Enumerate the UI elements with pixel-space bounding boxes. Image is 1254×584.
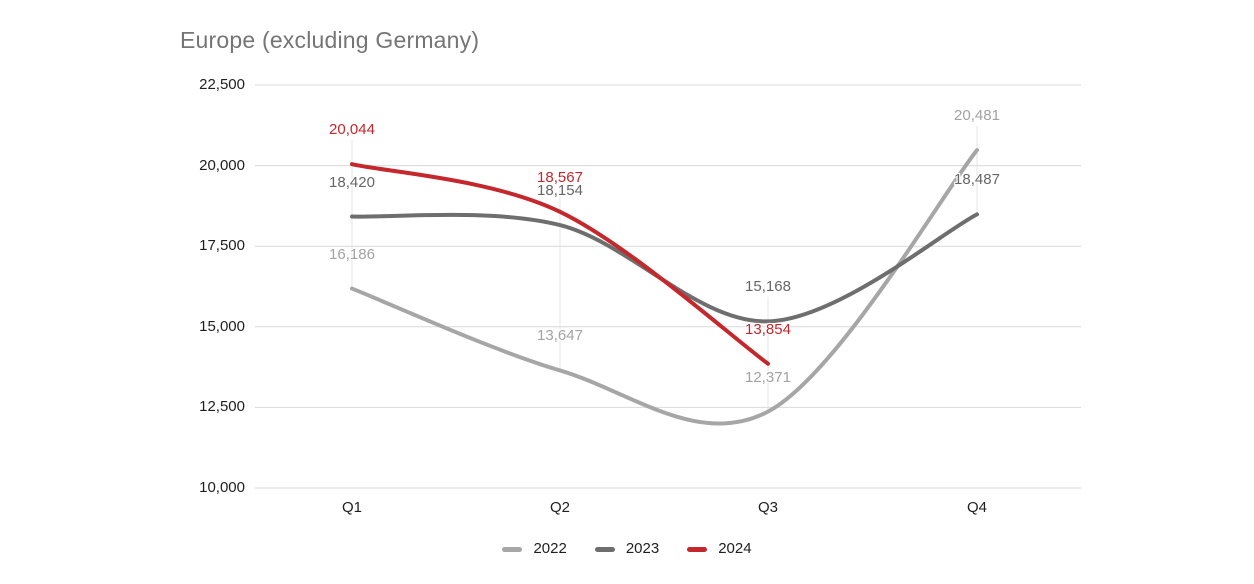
legend: 2022 2023 2024 bbox=[0, 539, 1254, 559]
chart-title: Europe (excluding Germany) bbox=[180, 27, 480, 53]
legend-label: 2022 bbox=[533, 540, 567, 557]
legend-swatch-icon bbox=[594, 546, 615, 552]
legend-item-2024: 2024 bbox=[687, 540, 752, 558]
legend-label: 2024 bbox=[718, 540, 752, 557]
legend-swatch-icon bbox=[502, 546, 523, 552]
series-line-2023 bbox=[350, 212, 979, 324]
legend-swatch-icon bbox=[687, 546, 708, 552]
legend-item-2023: 2023 bbox=[594, 540, 660, 558]
legend-item-2022: 2022 bbox=[502, 540, 567, 558]
legend-label: 2023 bbox=[625, 540, 660, 557]
series-line-2024 bbox=[350, 162, 770, 366]
series-line-2022 bbox=[350, 148, 979, 426]
